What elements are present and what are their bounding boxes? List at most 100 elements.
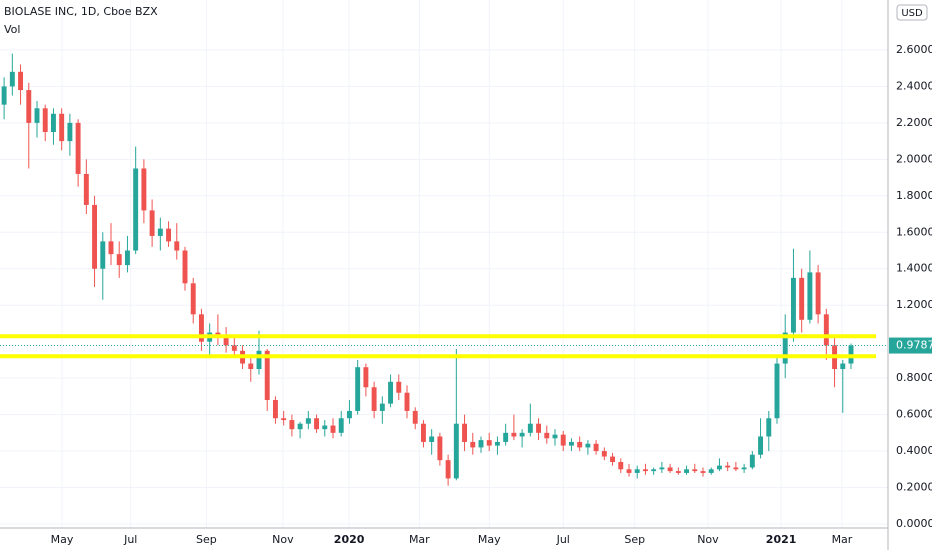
candle-body: [198, 314, 204, 342]
candle-body: [289, 420, 295, 430]
candle-body: [272, 400, 278, 419]
candle-body: [815, 272, 821, 315]
x-tick-label: Mar: [832, 533, 853, 546]
candle-body: [544, 432, 550, 439]
candle-body: [100, 241, 106, 269]
candle-body: [692, 469, 698, 472]
y-tick-label: 0.4000: [896, 444, 932, 457]
candle-body: [305, 418, 311, 424]
candle-body: [610, 456, 616, 462]
candle-body: [552, 434, 558, 439]
candle-body: [157, 228, 163, 236]
y-tick-label: 0.2000: [896, 481, 932, 494]
y-tick-label: 2.0000: [896, 152, 932, 165]
candle-body: [412, 410, 418, 424]
candle-body: [560, 434, 566, 446]
candle-body: [840, 363, 846, 370]
x-tick-label: Nov: [272, 533, 294, 546]
candle-body: [601, 451, 607, 457]
y-tick-label: 1.2000: [896, 298, 932, 311]
candle-body: [371, 387, 377, 411]
candle-body: [420, 423, 426, 442]
candle-body: [174, 241, 180, 251]
candle-body: [388, 381, 394, 404]
x-tick-label: Mar: [409, 533, 430, 546]
candle-body: [67, 122, 73, 142]
y-tick-label: 1.8000: [896, 189, 932, 202]
candle-body: [503, 432, 509, 442]
y-tick-label: 2.6000: [896, 43, 932, 56]
candle-body: [50, 113, 56, 132]
candle-body: [445, 460, 451, 479]
candle-body: [297, 423, 303, 430]
candle-body: [404, 392, 410, 411]
candle-body: [346, 410, 352, 419]
candle-body: [519, 432, 525, 437]
candle-body: [634, 469, 640, 473]
candle-body: [59, 113, 65, 142]
y-tick-label: 1.4000: [896, 262, 932, 275]
candle-body: [618, 462, 624, 470]
grid: [0, 0, 888, 528]
candle-body: [749, 454, 755, 468]
candle-body: [223, 338, 229, 346]
candle-body: [642, 469, 648, 472]
candle-body: [396, 381, 402, 393]
candle-body: [42, 108, 48, 132]
last-price-label: 0.9787: [896, 339, 932, 352]
candle-body: [248, 363, 254, 370]
candle-body: [1, 86, 7, 105]
candle-body: [429, 436, 435, 442]
candle-body: [462, 423, 468, 442]
candle-body: [766, 418, 772, 437]
candle-body: [651, 469, 657, 472]
y-tick-label: 2.2000: [896, 116, 932, 129]
candle-body: [26, 90, 32, 123]
x-tick-label: Jul: [123, 533, 137, 546]
currency-badge[interactable]: [896, 4, 928, 21]
candle-body: [700, 471, 706, 473]
candle-body: [190, 283, 196, 315]
y-tick-label: 0.8000: [896, 371, 932, 384]
candle-body: [437, 436, 443, 461]
candle-body: [108, 241, 114, 255]
candle-body: [363, 367, 369, 388]
x-tick-label: Sep: [196, 533, 217, 546]
candle-body: [182, 250, 188, 284]
candle-body: [799, 277, 805, 320]
candle-body: [83, 173, 89, 205]
candle-body: [322, 425, 328, 430]
candle-body: [774, 363, 780, 419]
candle-body: [527, 423, 533, 433]
candle-body: [716, 465, 722, 470]
candle-body: [758, 436, 764, 455]
candle-body: [9, 71, 15, 87]
candle-body: [782, 332, 788, 364]
x-tick-label: Nov: [697, 533, 719, 546]
candle-body: [807, 272, 813, 320]
x-tick-label: 2021: [766, 533, 797, 546]
candle-body: [667, 467, 673, 472]
candle-body: [133, 168, 139, 251]
currency[interactable]: USD: [901, 8, 923, 19]
candle-body: [494, 441, 500, 446]
candle-body: [166, 228, 172, 242]
x-tick-label: 2020: [334, 533, 365, 546]
candle-body: [486, 440, 492, 446]
candle-body: [659, 467, 665, 470]
candle-body: [585, 443, 591, 448]
candle-body: [684, 469, 690, 473]
candle-body: [92, 204, 98, 269]
candle-body: [141, 168, 147, 211]
candle-body: [577, 441, 583, 448]
candle-body: [379, 403, 385, 411]
y-tick-label: 0.6000: [896, 408, 932, 421]
candle-body: [18, 71, 24, 91]
candle-body: [725, 465, 731, 468]
x-tick-label: Sep: [624, 533, 645, 546]
x-tick-label: Jul: [556, 533, 570, 546]
candle-body: [790, 277, 796, 333]
x-tick-label: May: [51, 533, 74, 546]
